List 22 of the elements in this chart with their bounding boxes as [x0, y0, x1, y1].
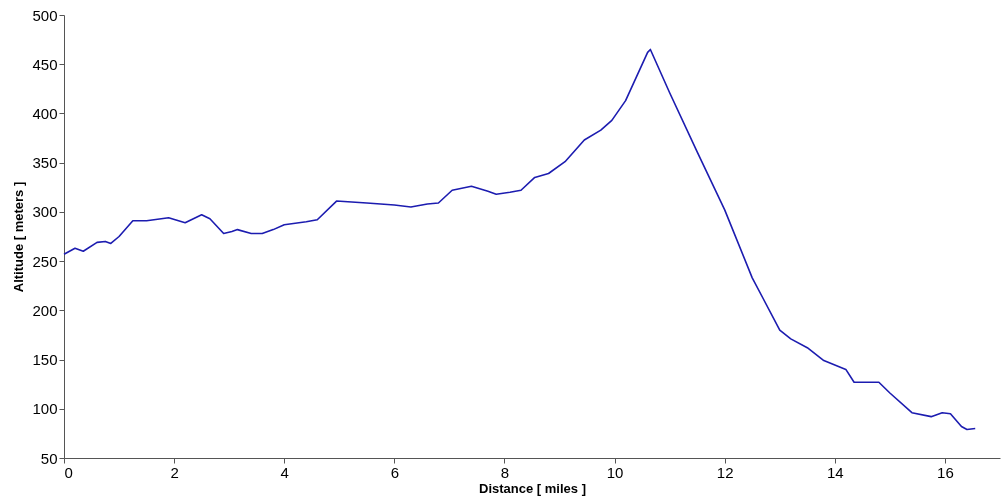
y-tick-label: 450 [32, 55, 58, 73]
y-tick-label: 500 [32, 6, 58, 24]
y-tick-label: 350 [32, 154, 58, 172]
y-tick-label: 150 [32, 351, 58, 369]
y-tick-label: 200 [32, 301, 58, 319]
y-tick-label: 100 [32, 400, 58, 418]
x-tick-label: 4 [280, 463, 289, 481]
y-tick-label: 250 [32, 252, 58, 270]
x-tick-label: 14 [826, 463, 844, 481]
line-series [63, 48, 977, 431]
x-tick-label: 10 [606, 463, 624, 481]
x-tick-label: 0 [64, 463, 73, 481]
x-tick-label: 8 [500, 463, 510, 481]
x-tick-label: 6 [390, 463, 400, 481]
y-tick-label: 50 [40, 449, 58, 467]
x-tick-label: 2 [170, 463, 179, 481]
x-tick-label: 16 [937, 463, 954, 481]
y-axis-title: Altitude [ meters ] [11, 181, 27, 293]
y-tick-label: 300 [32, 203, 58, 221]
y-tick-label: 400 [32, 104, 58, 122]
x-axis-title: Distance [ miles ] [479, 480, 586, 496]
x-tick-label: 12 [716, 463, 734, 481]
